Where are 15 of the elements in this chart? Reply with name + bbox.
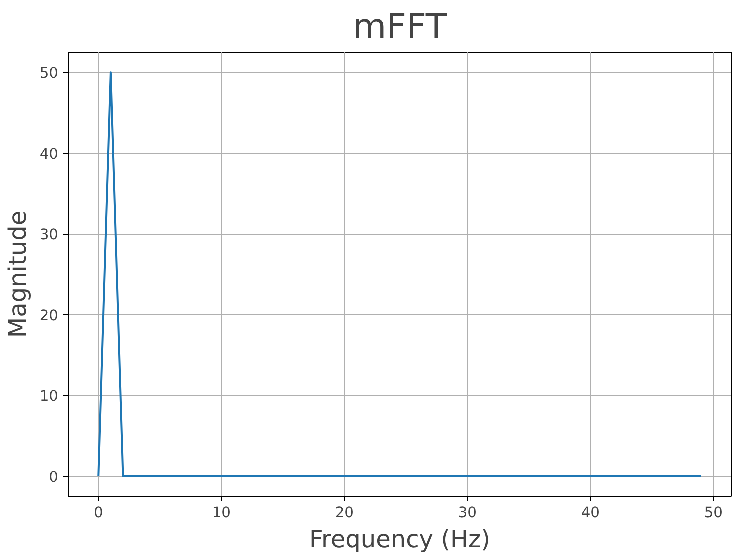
y-tick-label: 0 [49, 468, 59, 486]
x-tick-label: 30 [458, 504, 477, 522]
y-tick-label: 10 [40, 388, 59, 406]
y-tick-label: 50 [40, 65, 59, 82]
x-tick-label: 20 [335, 504, 354, 522]
y-tick-label: 30 [40, 226, 59, 244]
x-tick-label: 10 [212, 504, 231, 522]
x-tick-label: 40 [581, 504, 600, 522]
y-tick-label: 40 [40, 146, 59, 163]
x-tick-label: 0 [94, 504, 104, 522]
y-tick-label: 20 [40, 307, 59, 324]
x-tick-label: 50 [704, 504, 723, 522]
x-axis-title: Frequency (Hz) [310, 526, 490, 554]
chart-title: mFFT [352, 8, 448, 48]
y-axis-title: Magnitude [4, 210, 32, 338]
